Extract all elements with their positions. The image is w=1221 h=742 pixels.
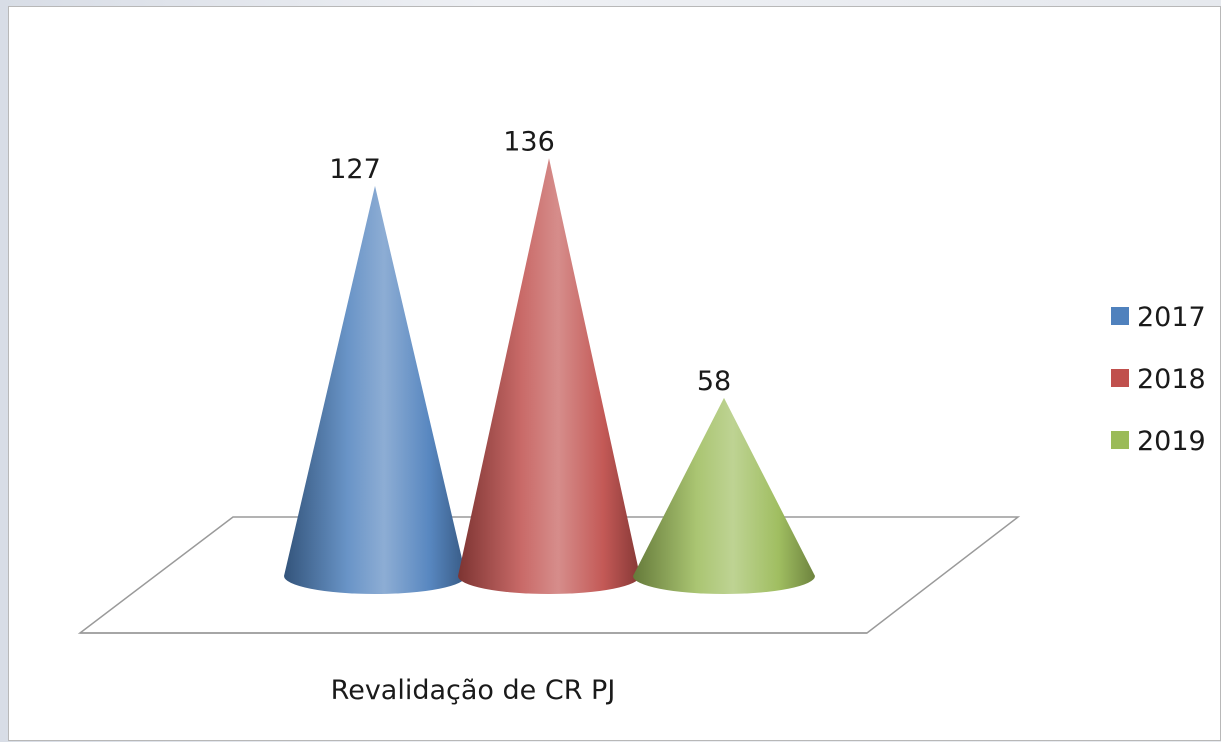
legend: 2017 2018 2019 xyxy=(1111,302,1206,457)
cone-2018 xyxy=(458,158,640,595)
legend-swatch-2018 xyxy=(1111,369,1129,387)
cone-group xyxy=(284,158,815,595)
value-label-2018: 136 xyxy=(503,126,555,157)
legend-swatch-2019 xyxy=(1111,431,1129,449)
value-label-2019: 58 xyxy=(697,366,731,397)
value-label-2017: 127 xyxy=(329,154,381,185)
category-label: Revalidação de CR PJ xyxy=(331,675,616,706)
legend-label-2017: 2017 xyxy=(1137,302,1206,333)
legend-swatch-2017 xyxy=(1111,307,1129,325)
value-label-group: 127 136 58 xyxy=(329,126,731,397)
cone-2019 xyxy=(633,397,815,594)
legend-label-2019: 2019 xyxy=(1137,426,1206,457)
chart-frame: 127 136 58 Revalidação de CR PJ 2017 2018 20… xyxy=(8,6,1221,741)
cone-2017 xyxy=(284,185,466,594)
legend-label-2018: 2018 xyxy=(1137,364,1206,395)
